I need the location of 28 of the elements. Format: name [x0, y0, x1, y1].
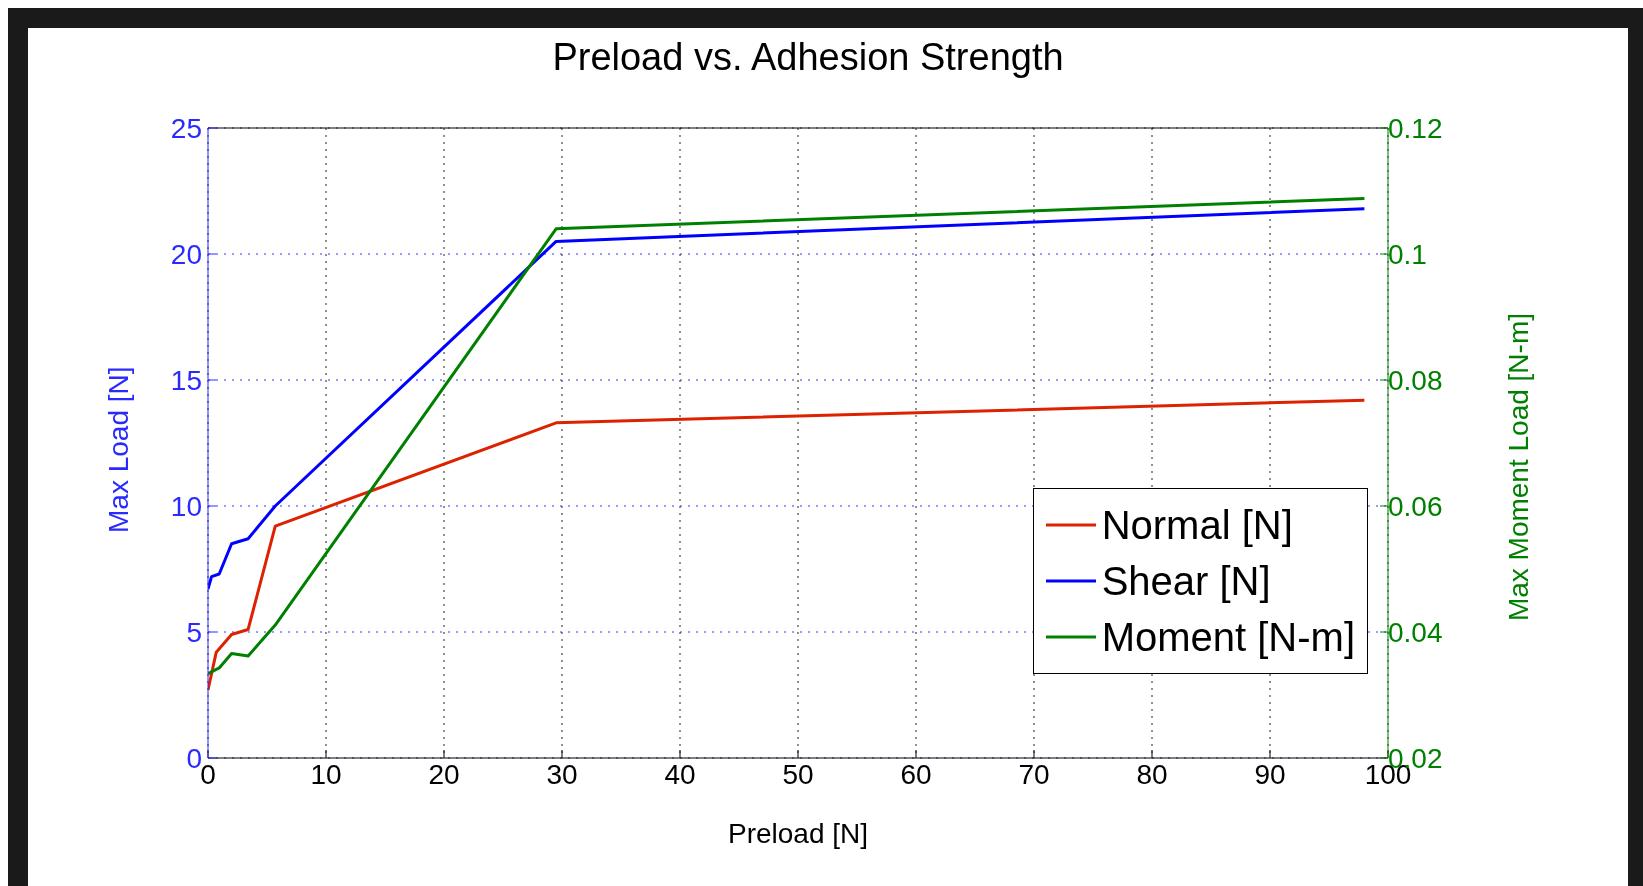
y2-tick-label: 0.06: [1388, 490, 1443, 522]
y2-axis-title: Max Moment Load [N-m]: [1502, 313, 1534, 622]
x-axis-title: Preload [N]: [727, 818, 869, 849]
y-axis-title: Max Load [N]: [102, 366, 134, 533]
y-tick-label: 20: [170, 238, 202, 270]
line-series: [208, 197, 1366, 676]
y2-tick-label: 0.08: [1388, 364, 1443, 396]
y2-tick-label: 0.1: [1388, 238, 1427, 270]
legend-label: Moment [N-m]: [1101, 614, 1355, 661]
chart-title: Preload vs. Adhesion Strength: [551, 36, 1065, 79]
x-tick-label: 70: [1018, 758, 1050, 790]
y2-tick-label: 0.04: [1388, 616, 1443, 648]
x-tick-label: 90: [1254, 758, 1286, 790]
legend-label: Shear [N]: [1101, 558, 1271, 605]
legend-label: Normal [N]: [1101, 502, 1293, 549]
y-tick-label: 25: [170, 112, 202, 144]
x-tick-label: 40: [664, 758, 696, 790]
y-tick-label: 5: [186, 616, 202, 648]
y-tick-label: 15: [170, 364, 202, 396]
x-tick-label: 50: [782, 758, 814, 790]
x-tick-label: 80: [1136, 758, 1168, 790]
x-tick-label: 10: [310, 758, 342, 790]
x-tick-label: 20: [428, 758, 460, 790]
y2-tick-label: 0.12: [1388, 112, 1443, 144]
y-tick-label: 10: [170, 490, 202, 522]
line-series: [208, 398, 1366, 692]
x-tick-label: 60: [900, 758, 932, 790]
x-tick-label: 30: [546, 758, 578, 790]
